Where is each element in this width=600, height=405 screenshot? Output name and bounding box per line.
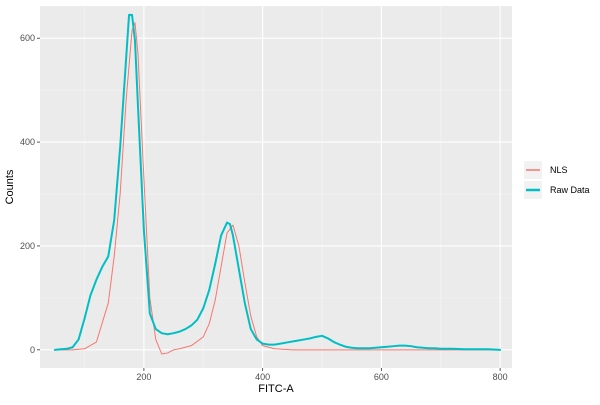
series-line-nls — [54, 22, 501, 355]
legend-label-nls: NLS — [550, 165, 568, 175]
minor-gridlines — [40, 6, 512, 368]
y-tick-label: 0 — [30, 345, 35, 355]
legend-label-raw-data: Raw Data — [550, 185, 590, 195]
x-axis-title: FITC-A — [258, 383, 294, 395]
x-tick-label: 600 — [374, 372, 389, 382]
series-layer — [53, 13, 502, 355]
tick-labels: 200 400 600 800 0 200 400 600 — [20, 33, 508, 382]
axis-ticks — [37, 37, 501, 371]
x-tick-label: 200 — [136, 372, 151, 382]
x-tick-label: 800 — [493, 372, 508, 382]
panel-background — [40, 6, 512, 368]
y-tick-label: 400 — [20, 137, 35, 147]
series-line-raw-data — [53, 13, 502, 351]
y-tick-label: 600 — [20, 33, 35, 43]
y-tick-label: 200 — [20, 241, 35, 251]
x-tick-label: 400 — [255, 372, 270, 382]
major-gridlines — [40, 6, 512, 368]
y-axis-title: Counts — [4, 169, 16, 204]
legend: NLS Raw Data — [524, 161, 590, 199]
